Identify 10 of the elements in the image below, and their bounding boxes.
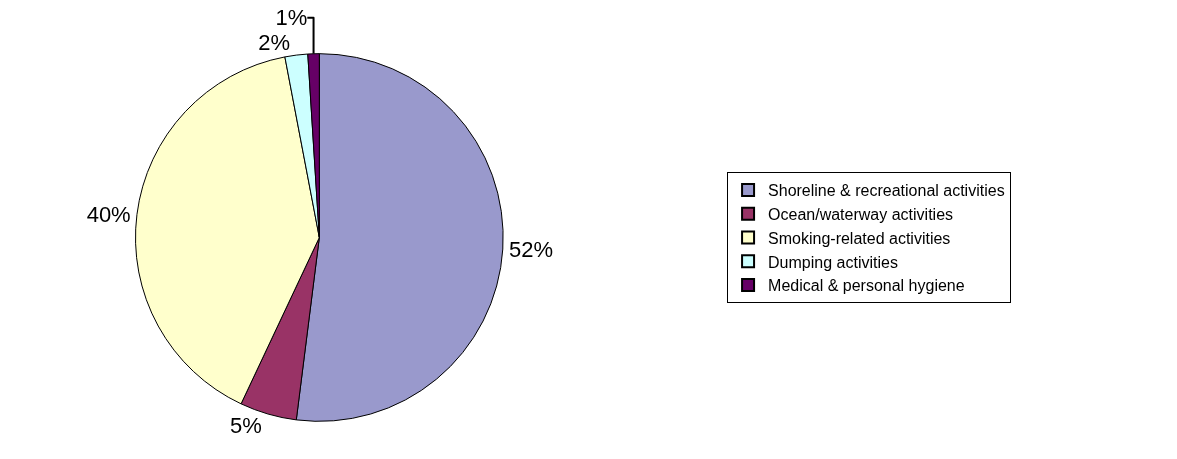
data-label: 52% — [509, 236, 554, 262]
data-label: 1% — [275, 5, 308, 31]
legend-label: Smoking-related activities — [768, 229, 951, 247]
legend-label: Shoreline & recreational activities — [768, 182, 1005, 200]
legend-label: Ocean/waterway activities — [768, 205, 954, 223]
data-label: 2% — [258, 30, 291, 56]
legend-label: Medical & personal hygiene — [768, 277, 965, 295]
data-label: 5% — [229, 413, 262, 439]
data-label: 40% — [86, 201, 131, 227]
legend-label: Dumping activities — [768, 253, 898, 271]
